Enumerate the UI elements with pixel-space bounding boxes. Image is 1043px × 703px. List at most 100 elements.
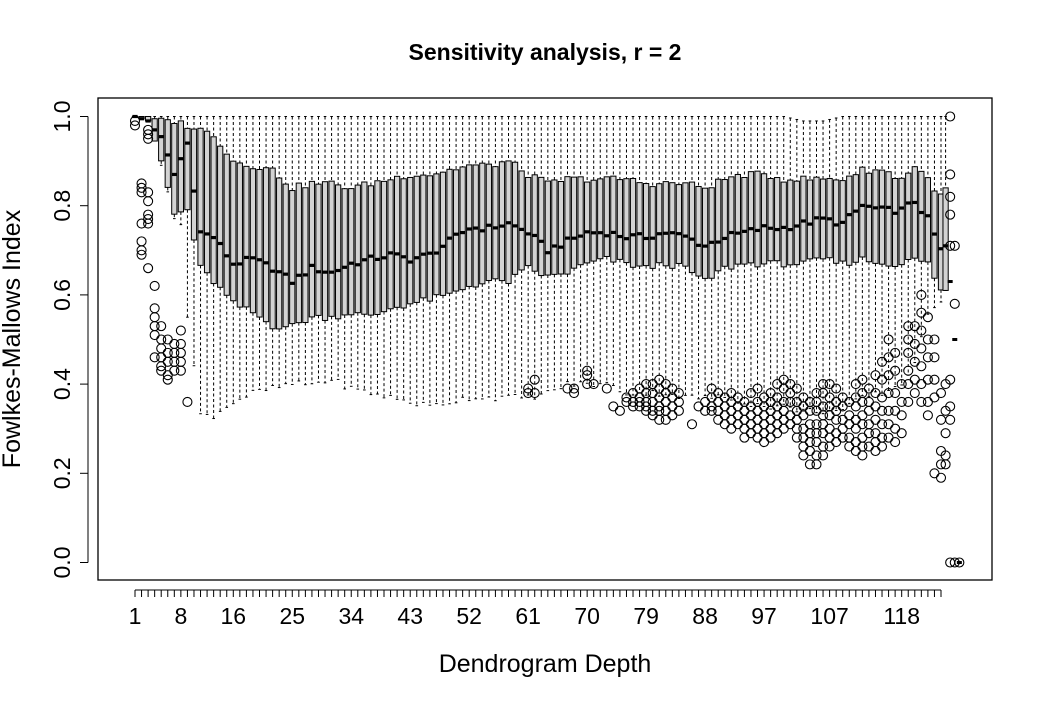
outlier-4-1 — [149, 303, 160, 314]
outlier-5-0 — [156, 321, 167, 332]
x-tick-label-9: 79 — [633, 603, 659, 629]
outlier-99-4 — [772, 419, 783, 430]
y-tick-label-4: 0.8 — [49, 190, 75, 222]
outlier-98-3 — [765, 414, 776, 425]
outlier-122-3 — [922, 374, 933, 385]
outlier-95-3 — [745, 419, 757, 430]
outlier-103-2 — [798, 410, 809, 421]
outlier-87-0 — [693, 401, 704, 412]
outlier-92-2 — [726, 405, 737, 416]
outlier-100-4 — [778, 414, 789, 425]
outlier-86-0 — [686, 419, 698, 430]
outlier-96-1 — [752, 396, 763, 407]
outlier-114-1 — [870, 387, 881, 399]
box-33 — [341, 188, 348, 316]
outlier-106-5 — [817, 428, 829, 439]
outlier-61-1 — [523, 387, 534, 399]
box-56 — [492, 166, 499, 280]
box-79 — [643, 183, 650, 267]
outlier-121-2 — [916, 325, 927, 336]
outlier-117-1 — [890, 365, 901, 376]
outlier-101-4 — [785, 419, 796, 430]
outlier-99-3 — [772, 410, 783, 421]
outlier-107-4 — [824, 423, 835, 434]
outlier-8-2 — [175, 347, 186, 358]
outlier-93-2 — [732, 410, 743, 421]
outlier-114-3 — [870, 414, 881, 425]
tail-point-3-0 — [954, 557, 965, 568]
outlier-70-2 — [582, 379, 593, 390]
outlier-94-3 — [739, 423, 750, 434]
box-29 — [315, 183, 322, 316]
outlier-96-0 — [752, 383, 763, 394]
box-35 — [354, 184, 361, 314]
outlier-97-4 — [759, 428, 770, 439]
outlier-74-0 — [608, 401, 619, 412]
box-34 — [348, 188, 355, 316]
outlier-5-3 — [156, 352, 167, 363]
box-32 — [335, 184, 342, 320]
x-tick-label-5: 43 — [397, 603, 423, 629]
outlier-3-2 — [143, 133, 154, 144]
outlier-108-3 — [831, 414, 842, 425]
outlier-3-4 — [143, 196, 154, 207]
box-119 — [905, 172, 912, 260]
outlier-88-0 — [700, 396, 711, 407]
y-tick-label-2: 0.4 — [49, 368, 75, 400]
box-110 — [846, 175, 853, 266]
y-tick-label-0: 0.0 — [49, 547, 75, 579]
outlier-115-3 — [876, 405, 888, 416]
box-47 — [433, 173, 440, 296]
box-117 — [892, 177, 899, 267]
outlier-62-1 — [529, 387, 540, 399]
outlier-111-6 — [850, 445, 861, 457]
box-41 — [393, 175, 401, 308]
outlier-124-0 — [935, 387, 947, 399]
x-tick-label-3: 25 — [279, 603, 305, 629]
x-tick-label-1: 8 — [174, 603, 187, 629]
outlier-73-0 — [601, 383, 612, 394]
box-75 — [616, 179, 624, 260]
outlier-96-5 — [752, 432, 763, 443]
outlier-99-5 — [772, 428, 783, 439]
box-97 — [760, 173, 768, 265]
box-53 — [472, 164, 479, 288]
box-122 — [924, 177, 932, 263]
box-90 — [715, 178, 722, 272]
outlier-4-2 — [149, 312, 160, 323]
y-tick-label-1: 0.2 — [49, 457, 75, 489]
outlier-111-5 — [850, 437, 861, 448]
outlier-98-5 — [765, 432, 776, 443]
box-48 — [439, 171, 447, 296]
box-94 — [741, 176, 748, 265]
box-112 — [859, 166, 866, 258]
box-19 — [249, 168, 257, 314]
outlier-124-4 — [935, 472, 947, 483]
outlier-112-7 — [857, 450, 868, 461]
outlier-94-4 — [739, 432, 750, 443]
outlier-3-1 — [143, 129, 154, 140]
outlier-113-3 — [863, 419, 874, 430]
outlier-2-6 — [136, 249, 147, 260]
outlier-118-2 — [896, 410, 907, 421]
outlier-123-3 — [929, 392, 940, 403]
outlier-3-3 — [143, 187, 154, 198]
outlier-92-3 — [726, 414, 737, 425]
tail-point-1-1 — [945, 169, 956, 180]
box-87 — [695, 185, 702, 277]
outlier-121-5 — [916, 379, 927, 390]
outlier-96-2 — [752, 405, 763, 416]
outlier-8-0 — [175, 325, 186, 336]
outlier-116-3 — [883, 387, 894, 399]
outlier-118-3 — [896, 428, 907, 439]
outlier-112-2 — [857, 396, 868, 407]
outlier-110-1 — [844, 410, 855, 421]
box-5 — [158, 117, 165, 162]
box-92 — [728, 176, 735, 270]
box-38 — [374, 180, 381, 315]
outlier-98-4 — [765, 423, 776, 434]
outlier-119-5 — [903, 396, 914, 407]
box-66 — [557, 180, 565, 275]
box-61 — [525, 176, 532, 267]
box-25 — [289, 190, 296, 325]
